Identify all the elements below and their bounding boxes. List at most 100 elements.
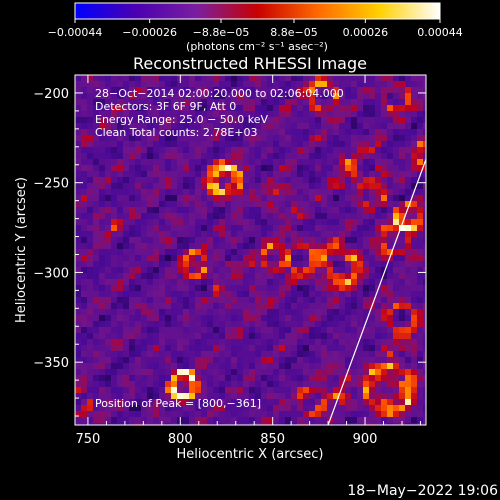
heatmap-cell [399, 309, 405, 315]
heatmap-cell [183, 291, 189, 297]
heatmap-cell [321, 117, 327, 123]
heatmap-cell [147, 279, 153, 285]
heatmap-cell [249, 231, 255, 237]
heatmap-cell [279, 339, 285, 345]
heatmap-cell [315, 363, 321, 369]
heatmap-cell [93, 105, 99, 111]
heatmap-cell [171, 381, 177, 387]
heatmap-cell [363, 423, 369, 425]
heatmap-cell [165, 363, 171, 369]
heatmap-cell [153, 417, 159, 423]
heatmap-cell [357, 405, 363, 411]
heatmap-cell [363, 285, 369, 291]
heatmap-cell [363, 177, 369, 183]
heatmap-cell [201, 225, 207, 231]
heatmap-cell [213, 357, 219, 363]
heatmap-cell [195, 327, 201, 333]
heatmap-cell [267, 285, 273, 291]
heatmap-cell [165, 189, 171, 195]
heatmap-cell [273, 177, 279, 183]
heatmap-cell [105, 105, 111, 111]
heatmap-cell [117, 213, 123, 219]
heatmap-cell [225, 249, 231, 255]
heatmap-cell [381, 153, 387, 159]
heatmap-cell [387, 117, 393, 123]
heatmap-cell [87, 189, 93, 195]
heatmap-cell [117, 255, 123, 261]
heatmap-cell [357, 411, 363, 417]
heatmap-cell [87, 363, 93, 369]
heatmap-cell [201, 333, 207, 339]
heatmap-cell [357, 249, 363, 255]
heatmap-cell [333, 327, 339, 333]
heatmap-cell [123, 183, 129, 189]
heatmap-cell [117, 375, 123, 381]
heatmap-cell [255, 159, 261, 165]
heatmap-cell [315, 171, 321, 177]
heatmap-cell [141, 153, 147, 159]
heatmap-cell [93, 177, 99, 183]
heatmap-cell [279, 141, 285, 147]
heatmap-cell [171, 333, 177, 339]
heatmap-cell [339, 87, 345, 93]
heatmap-cell [141, 255, 147, 261]
heatmap-cell [177, 309, 183, 315]
heatmap-cell [411, 213, 417, 219]
heatmap-cell [297, 267, 303, 273]
heatmap-cell [111, 291, 117, 297]
heatmap-cell [387, 291, 393, 297]
y-axis-label: Heliocentric Y (arcsec) [14, 177, 29, 323]
heatmap-cell [99, 261, 105, 267]
heatmap-cell [255, 207, 261, 213]
heatmap-cell [267, 141, 273, 147]
heatmap-cell [309, 279, 315, 285]
heatmap-cell [291, 291, 297, 297]
heatmap-cell [231, 393, 237, 399]
heatmap-cell [261, 333, 267, 339]
heatmap-cell [225, 165, 231, 171]
heatmap-cell [75, 165, 81, 171]
heatmap-cell [147, 81, 153, 87]
heatmap-cell [273, 75, 279, 81]
heatmap-cell [153, 105, 159, 111]
heatmap-cell [339, 183, 345, 189]
heatmap-cell [81, 207, 87, 213]
heatmap-cell [315, 411, 321, 417]
heatmap-cell [363, 135, 369, 141]
heatmap-cell [297, 75, 303, 81]
heatmap-cell [189, 147, 195, 153]
heatmap-cell [225, 219, 231, 225]
heatmap-cell [321, 177, 327, 183]
heatmap-cell [405, 321, 411, 327]
heatmap-cell [393, 75, 399, 81]
heatmap-cell [111, 423, 117, 425]
heatmap-cell [303, 309, 309, 315]
heatmap-cell [423, 339, 426, 345]
heatmap-cell [135, 129, 141, 135]
heatmap-cell [231, 165, 237, 171]
heatmap-cell [111, 309, 117, 315]
heatmap-cell [87, 129, 93, 135]
heatmap-cell [417, 189, 423, 195]
heatmap-cell [243, 417, 249, 423]
heatmap-cell [273, 351, 279, 357]
heatmap-cell [87, 357, 93, 363]
heatmap-cell [291, 357, 297, 363]
heatmap-cell [333, 183, 339, 189]
heatmap-cell [345, 237, 351, 243]
heatmap-cell [381, 387, 387, 393]
heatmap-cell [423, 387, 426, 393]
heatmap-cells [75, 75, 426, 425]
heatmap-cell [285, 213, 291, 219]
heatmap-cell [207, 357, 213, 363]
heatmap-cell [363, 225, 369, 231]
heatmap-cell [327, 381, 333, 387]
heatmap-cell [243, 393, 249, 399]
heatmap-cell [231, 207, 237, 213]
heatmap-cell [351, 291, 357, 297]
heatmap-cell [93, 393, 99, 399]
heatmap-cell [417, 261, 423, 267]
heatmap-cell [135, 183, 141, 189]
heatmap-cell [129, 183, 135, 189]
heatmap-cell [153, 183, 159, 189]
